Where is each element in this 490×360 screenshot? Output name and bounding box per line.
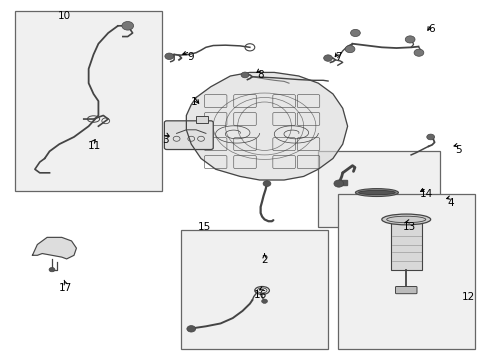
Circle shape [427,134,435,140]
Bar [196,116,208,123]
Circle shape [324,55,332,61]
Bar [15,12,162,191]
Circle shape [263,181,271,186]
Text: 13: 13 [403,222,416,231]
Text: 17: 17 [59,283,72,293]
Text: 8: 8 [257,70,264,80]
Bar [338,194,475,348]
Text: 15: 15 [198,222,212,231]
Ellipse shape [355,189,398,197]
Circle shape [187,325,196,332]
Bar [338,180,346,185]
Text: 1: 1 [191,97,197,107]
Text: 7: 7 [336,52,342,62]
Circle shape [165,53,173,59]
Ellipse shape [359,190,395,195]
Text: 14: 14 [420,189,433,199]
Circle shape [122,22,134,30]
Circle shape [414,49,424,56]
Circle shape [350,30,360,37]
Circle shape [262,299,268,303]
Bar [181,230,328,348]
Text: 2: 2 [261,255,268,265]
Text: 16: 16 [254,290,267,300]
Circle shape [241,72,249,78]
Text: 11: 11 [88,141,101,151]
Text: 3: 3 [163,135,169,145]
FancyBboxPatch shape [164,121,213,149]
Circle shape [345,45,355,53]
Polygon shape [186,72,347,180]
Ellipse shape [382,214,431,225]
Bar [318,151,441,226]
Text: 9: 9 [187,52,194,62]
Text: 6: 6 [428,24,435,35]
FancyBboxPatch shape [395,287,417,294]
Polygon shape [32,237,76,259]
Bar [391,223,422,270]
Text: 5: 5 [455,145,462,155]
Circle shape [49,267,55,272]
Circle shape [405,36,415,43]
Text: 10: 10 [58,11,71,21]
Text: 12: 12 [462,292,475,302]
Circle shape [334,180,343,187]
Text: 4: 4 [448,198,455,208]
